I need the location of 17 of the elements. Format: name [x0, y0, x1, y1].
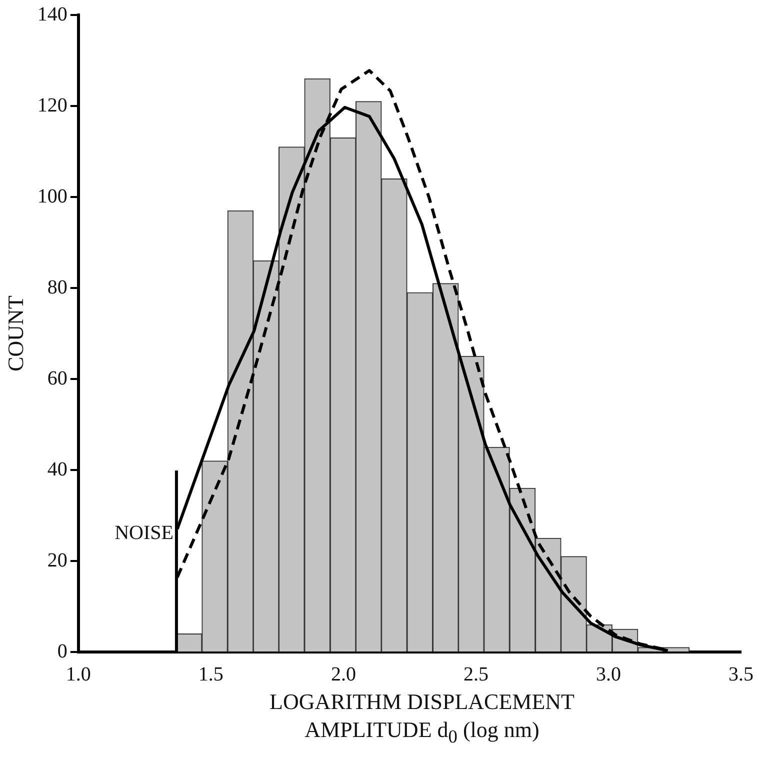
y-tick-label: 140 [37, 3, 68, 26]
x-tick-label: 2.5 [463, 663, 488, 686]
x-axis-title: LOGARITHM DISPLACEMENT AMPLITUDE d$_{0}$ (log nm) [268, 688, 576, 748]
y-tick-label: 100 [37, 185, 68, 208]
y-tick-label: 60 [47, 367, 68, 390]
y-tick-label: 40 [47, 458, 68, 480]
x-tick-label: 3.5 [728, 663, 754, 686]
x-tick-label: 2.0 [330, 663, 356, 686]
y-tick-label: 20 [47, 549, 68, 572]
y-tick-label: 120 [37, 94, 68, 116]
x-tick-label: 1.0 [66, 663, 91, 686]
x-tick-label: 1.5 [198, 663, 224, 686]
y-axis-title: COUNT [2, 295, 28, 372]
x-tick-label: 3.0 [596, 663, 621, 686]
y-tick-label: 0 [57, 640, 68, 662]
y-tick-label: 80 [47, 276, 68, 298]
ref-line-label: NOISE [114, 522, 174, 544]
